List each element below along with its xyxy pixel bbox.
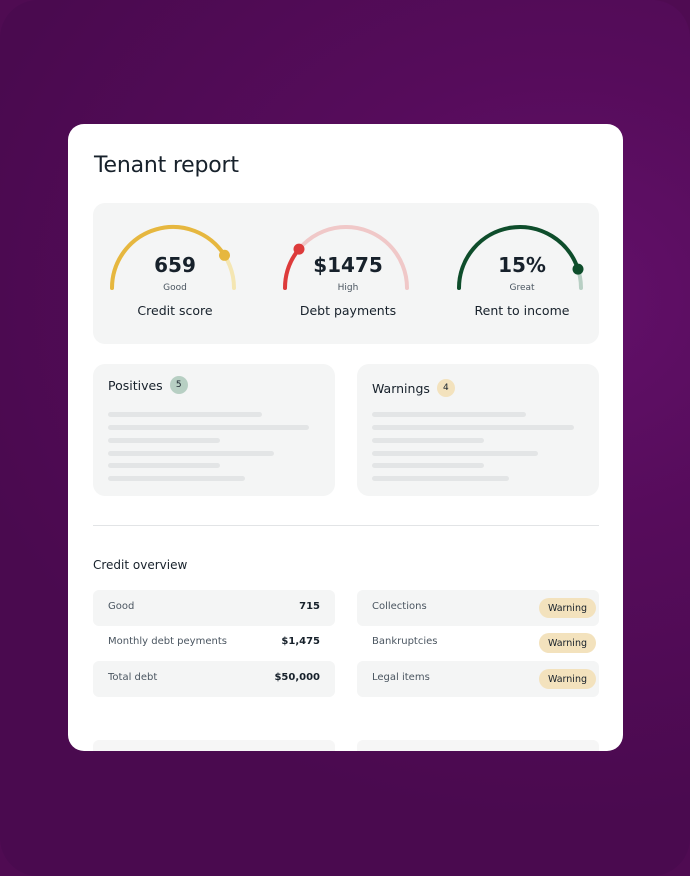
section-divider [93,525,599,526]
gauge-value: 659 [154,253,196,277]
placeholder-line [108,425,309,430]
gauge-sublabel: Great [509,283,535,293]
placeholder-line [372,451,538,456]
warning-badge: Warning [538,669,596,689]
warning-badge: Warning [538,633,596,653]
page-title: Tenant report [94,153,239,178]
rent-to-income-gauge-arc [457,225,584,290]
placeholder-line [372,425,574,430]
row-label: Legal items [372,672,430,683]
placeholder-line [108,476,245,481]
warnings-count-badge: 4 [436,379,455,397]
positives-header: Positives 5 [108,376,188,394]
credit-score-gauge-arc [110,225,236,290]
gauge-dot [572,263,584,275]
credit-score-gauge: 659 Good Credit score [95,203,255,344]
next-section-preview [93,740,335,751]
debt-payments-gauge: $1475 High Debt payments [268,203,428,344]
tenant-report-card: Tenant report 659 Good Credit score $1 [68,124,623,751]
credit-overview-title: Credit overview [93,558,188,572]
row-value: $50,000 [274,672,320,683]
overview-row-legal-items: Legal items Warning [357,661,599,697]
next-section-preview [357,740,599,751]
debt-payments-gauge-arc [283,225,409,290]
placeholder-line [108,438,220,443]
placeholder-line [108,451,274,456]
gauge-sublabel: High [337,283,359,293]
overview-row-collections: Collections Warning [357,590,599,626]
gauge-label: Rent to income [474,303,570,318]
placeholder-line [372,438,484,443]
row-label: Monthly debt peyments [108,636,227,647]
gauge-dot [219,249,230,261]
placeholder-line [108,412,262,417]
placeholder-line [108,463,220,468]
positives-panel[interactable]: Positives 5 [93,364,335,496]
overview-row-monthly-debt: Monthly debt peyments $1,475 [93,625,335,661]
warnings-header: Warnings 4 [372,379,455,397]
placeholder-line [372,463,484,468]
rent-to-income-gauge: 15% Great Rent to income [442,203,602,344]
gauge-label: Credit score [137,303,213,318]
overview-row-total-debt: Total debt $50,000 [93,661,335,697]
gauge-panel: 659 Good Credit score $1475 High Debt pa… [93,203,599,344]
gauge-sublabel: Good [163,283,187,293]
warnings-title: Warnings [372,380,430,396]
row-value: $1,475 [281,636,320,647]
gauge-value: $1475 [313,253,383,277]
warning-badge: Warning [538,598,596,618]
placeholder-line [372,476,509,481]
warnings-panel[interactable]: Warnings 4 [357,364,599,496]
gauge-label: Debt payments [299,303,397,318]
gauge-dot [293,243,305,255]
overview-row-good: Good 715 [93,590,335,626]
gauge-value: 15% [498,253,546,277]
positives-title: Positives [108,377,163,393]
row-label: Collections [372,601,427,612]
positives-count-badge: 5 [169,376,188,394]
overview-row-bankruptcies: Bankruptcies Warning [357,625,599,661]
row-value: 715 [299,601,320,612]
placeholder-line [372,412,526,417]
row-label: Total debt [108,672,158,683]
row-label: Good [108,601,135,612]
gauge-fill [457,225,581,290]
row-label: Bankruptcies [372,636,438,647]
gauge-fill [110,225,227,290]
